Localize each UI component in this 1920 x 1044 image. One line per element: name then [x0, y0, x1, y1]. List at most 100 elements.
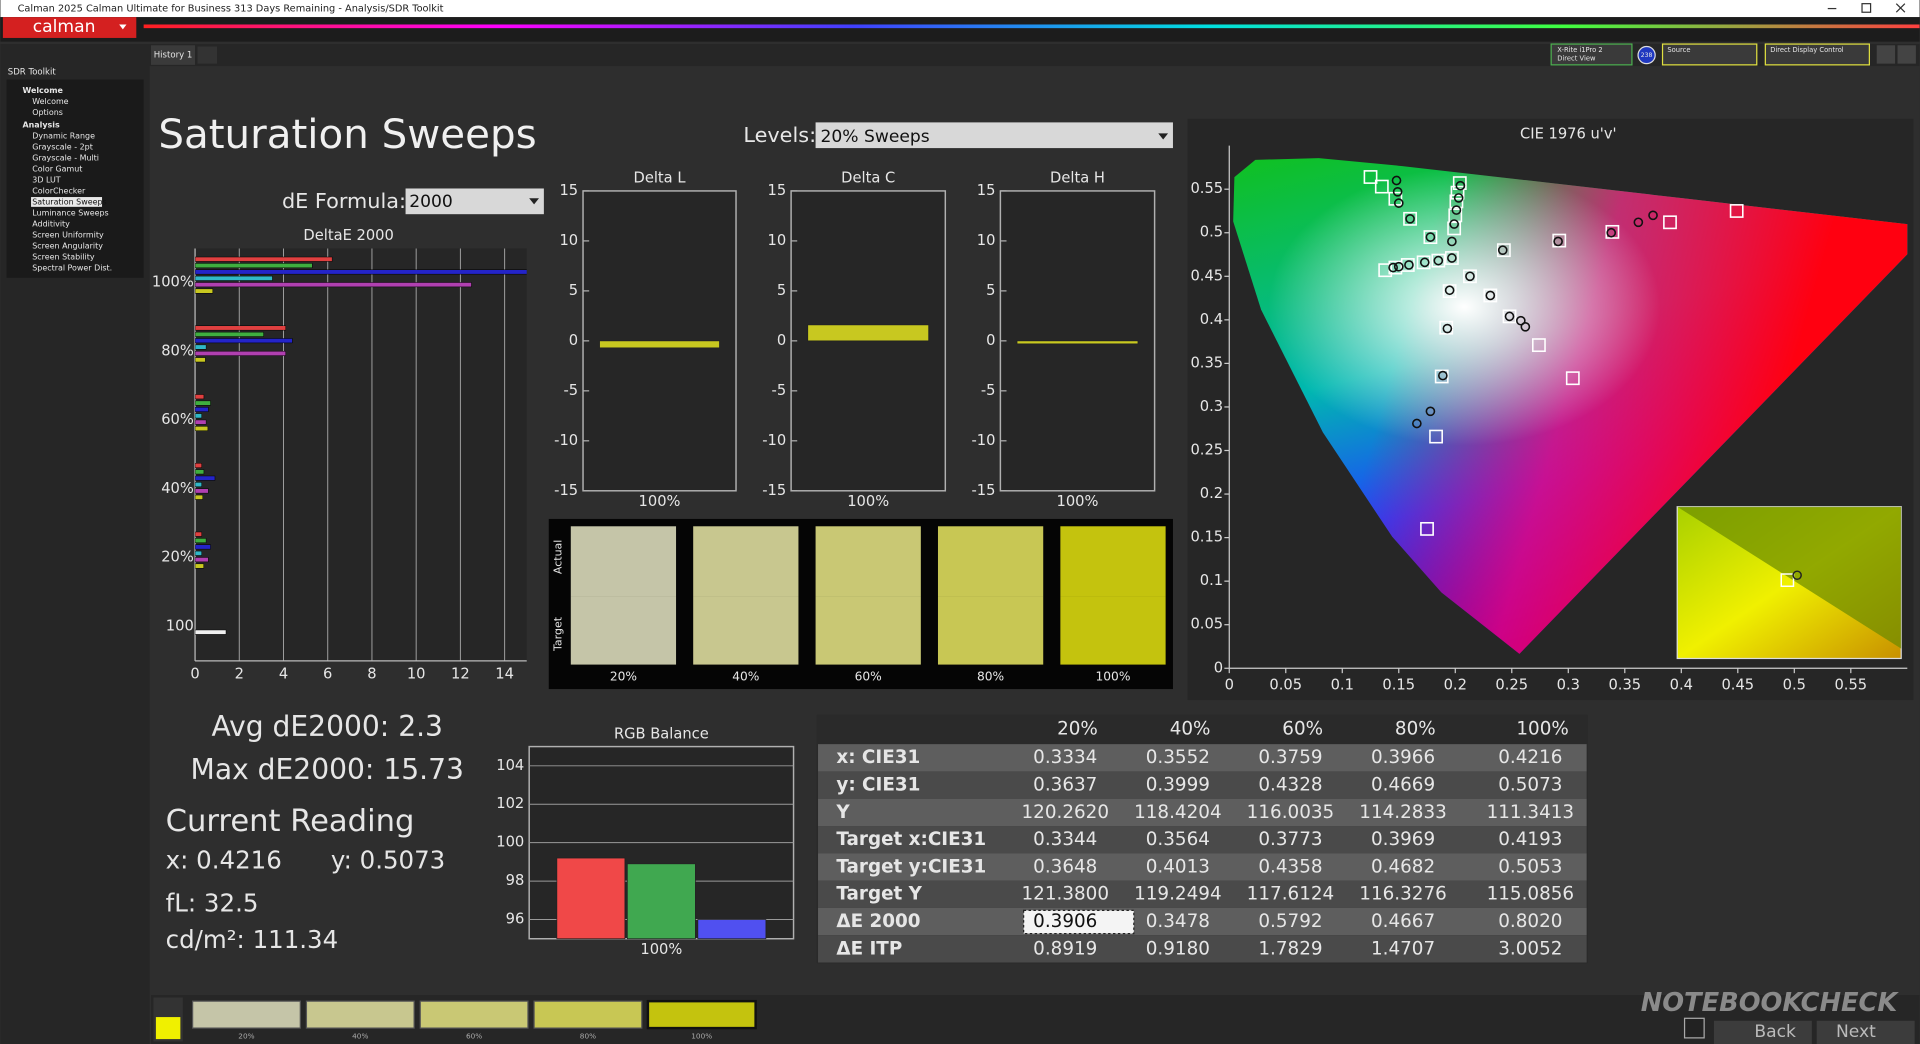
bar — [195, 494, 203, 500]
settings-button[interactable] — [1876, 45, 1896, 64]
table-cell: 117.6124 — [1247, 884, 1335, 905]
footer-swatch[interactable] — [533, 1000, 643, 1029]
tree-item[interactable]: Grayscale - 2pt — [32, 142, 93, 151]
stop-button[interactable] — [1683, 1017, 1705, 1039]
y-tick-label: 10 — [559, 232, 578, 249]
next-button[interactable] — [1816, 1020, 1915, 1044]
bar — [195, 256, 333, 262]
bar — [195, 557, 209, 563]
bar — [195, 288, 214, 294]
measured-marker — [1633, 217, 1644, 228]
table-cell: 0.3478 — [1146, 911, 1210, 932]
table-cell: 0.3344 — [1033, 829, 1097, 850]
table-cell: 0.5073 — [1498, 775, 1562, 796]
bar — [195, 344, 207, 350]
plot-area — [195, 248, 527, 661]
back-button[interactable] — [1713, 1020, 1812, 1044]
footer-swatch[interactable] — [191, 1000, 301, 1029]
column-header: 60% — [1282, 718, 1323, 739]
add-tab[interactable] — [197, 46, 218, 64]
tree-item[interactable]: Saturation Sweeps — [32, 197, 106, 206]
swatch-target — [1060, 596, 1166, 665]
reading-x: x: 0.4216 — [166, 846, 282, 875]
bar — [195, 475, 216, 481]
bar — [626, 863, 696, 940]
y-tick-label: 104 — [496, 757, 524, 774]
swatch-label: 80% — [977, 669, 1004, 683]
table-cell: 0.4216 — [1498, 747, 1562, 768]
x-tick-label: 0.05 — [1269, 676, 1302, 693]
y-tick-label: -5 — [772, 382, 787, 399]
swatch-label: 40% — [732, 669, 759, 683]
levels-dropdown[interactable] — [815, 122, 1173, 149]
table-cell: 0.4193 — [1498, 829, 1562, 850]
table-row — [818, 853, 1587, 881]
tree-item[interactable]: Welcome — [32, 97, 68, 106]
tree-item[interactable]: Spectral Power Dist. — [32, 264, 112, 273]
measured-marker — [1447, 253, 1457, 263]
tree-item[interactable]: Grayscale - Multi — [32, 153, 99, 162]
footer-swatch-label: 20% — [238, 1032, 254, 1041]
table-cell: 0.3552 — [1146, 747, 1210, 768]
tree-item[interactable]: Screen Angularity — [32, 242, 103, 251]
bar — [697, 919, 767, 940]
reading-title: Current Reading — [166, 804, 415, 839]
back-label: Back — [1754, 1022, 1796, 1042]
tree-item[interactable]: Options — [32, 108, 63, 117]
bar — [195, 469, 205, 475]
y-tick-label: -15 — [972, 482, 996, 499]
table-row — [818, 798, 1587, 827]
window-controls[interactable] — [1827, 3, 1906, 13]
swatch-actual — [815, 526, 921, 597]
meter-name: X-Rite i1Pro 2 — [1557, 46, 1602, 54]
measured-marker — [1453, 193, 1464, 203]
y-tick-label: 0 — [777, 332, 786, 349]
tab[interactable] — [150, 45, 196, 65]
meter-button[interactable] — [1550, 43, 1633, 66]
y-tick-label: 0.1 — [1200, 572, 1223, 589]
footer-swatch[interactable] — [419, 1000, 529, 1029]
footer-swatch[interactable] — [646, 999, 757, 1030]
target-marker — [1444, 251, 1459, 265]
tree-item[interactable]: 3D LUT — [32, 175, 61, 184]
badge[interactable] — [1637, 45, 1656, 65]
x-tick-label: 0.5 — [1783, 676, 1806, 693]
tree-item[interactable]: Color Gamut — [32, 164, 82, 173]
swatch-target — [815, 596, 921, 665]
table-cell: 0.8919 — [1033, 938, 1097, 959]
tree-item[interactable]: Luminance Sweeps — [32, 208, 108, 217]
target-marker — [1442, 284, 1457, 299]
target-marker — [1403, 211, 1417, 226]
y-tick-label: 0.25 — [1190, 442, 1223, 459]
tree-item[interactable]: Dynamic Range — [32, 131, 95, 140]
bar — [599, 340, 720, 349]
tree-item[interactable]: ColorChecker — [32, 186, 86, 195]
measured-marker — [1520, 321, 1531, 332]
table-cell: 0.3648 — [1033, 856, 1097, 877]
bar — [195, 538, 207, 544]
close-panel-button[interactable] — [1897, 45, 1916, 64]
source-button[interactable] — [1661, 43, 1758, 66]
tree-item[interactable]: Additivity — [32, 219, 70, 228]
measured-marker — [1497, 245, 1508, 256]
sidebar-tree — [6, 79, 144, 278]
tree-item[interactable]: Screen Uniformity — [32, 230, 104, 239]
target-marker — [1378, 263, 1393, 278]
target-marker — [1531, 338, 1546, 353]
y-tick-label: -10 — [972, 432, 996, 449]
tree-item[interactable]: Screen Stability — [32, 253, 95, 262]
logo-button[interactable] — [2, 17, 137, 38]
footer-swatch[interactable] — [305, 1000, 415, 1029]
y-tick-label: 0.5 — [1200, 224, 1223, 241]
x-tick-label: 0.4 — [1670, 676, 1693, 693]
row-label: Target Y — [836, 884, 922, 905]
display-button[interactable] — [1764, 43, 1870, 66]
swatch-actual — [937, 526, 1044, 597]
table-cell: 1.4707 — [1371, 938, 1435, 959]
table-row — [818, 880, 1587, 908]
measured-marker — [1447, 236, 1457, 247]
target-marker — [1434, 369, 1449, 384]
formula-dropdown[interactable] — [405, 188, 544, 215]
